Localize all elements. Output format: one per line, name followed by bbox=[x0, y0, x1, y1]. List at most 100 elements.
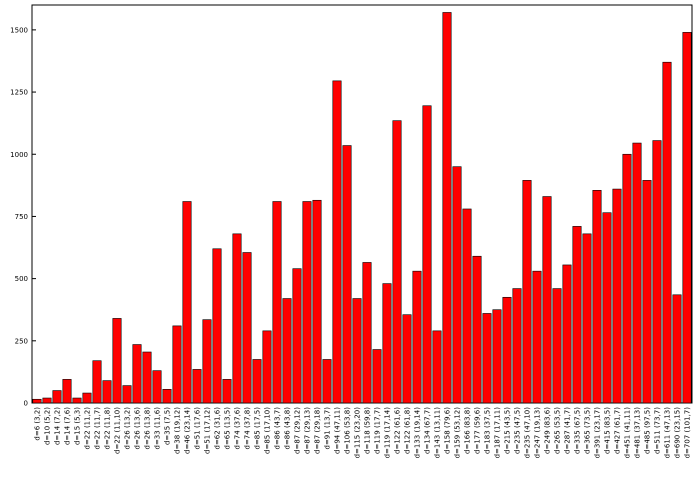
x-tick-label: d=6 (3,2) bbox=[34, 407, 42, 441]
bar bbox=[672, 294, 682, 404]
x-tick-label: d=22 (11,7) bbox=[94, 407, 102, 450]
x-tick-label: d=158 (79,6) bbox=[444, 407, 452, 454]
x-tick-label: d=177 (59,6) bbox=[474, 407, 482, 454]
bar bbox=[202, 319, 212, 404]
y-tick-label: 750 bbox=[15, 213, 28, 221]
bar bbox=[122, 385, 132, 404]
x-tick-label: d=485 (97,5) bbox=[644, 407, 652, 454]
bar bbox=[52, 390, 62, 404]
x-tick-label: d=235 (47,10) bbox=[524, 407, 532, 459]
bar bbox=[652, 140, 662, 404]
bar bbox=[332, 80, 342, 404]
bar bbox=[492, 309, 502, 404]
bar bbox=[102, 380, 112, 404]
y-tick-label: 1250 bbox=[10, 89, 28, 97]
bar bbox=[292, 268, 302, 404]
bar bbox=[362, 262, 372, 404]
bar bbox=[622, 153, 632, 404]
x-tick-label: d=215 (43,5) bbox=[504, 407, 512, 454]
x-tick-label: d=22 (11,2) bbox=[84, 407, 92, 450]
x-tick-label: d=22 (11,10) bbox=[114, 407, 122, 454]
bar bbox=[252, 359, 262, 404]
bar bbox=[392, 120, 402, 404]
x-tick-label: d=62 (31,6) bbox=[214, 407, 222, 450]
x-tick-label: d=235 (47,5) bbox=[514, 407, 522, 454]
bar bbox=[112, 318, 122, 404]
x-tick-label: d=611 (47,13) bbox=[664, 407, 672, 459]
bar bbox=[542, 196, 552, 404]
bar bbox=[442, 12, 452, 404]
bar bbox=[572, 226, 582, 404]
x-tick-label: d=15 (5,3) bbox=[74, 407, 82, 445]
x-tick-label: d=249 (83,6) bbox=[544, 407, 552, 454]
x-tick-label: d=187 (17,11) bbox=[494, 407, 502, 459]
bar bbox=[412, 270, 422, 404]
bar bbox=[352, 298, 362, 404]
bar bbox=[282, 298, 292, 404]
bar bbox=[272, 201, 282, 404]
x-tick-label: d=365 (73,5) bbox=[584, 407, 592, 454]
x-tick-label: d=133 (19,14) bbox=[414, 407, 422, 459]
x-tick-label: d=85 (17,10) bbox=[264, 407, 272, 454]
x-tick-label: d=119 (17,14) bbox=[384, 407, 392, 459]
plot-frame bbox=[31, 4, 693, 404]
bar bbox=[562, 264, 572, 404]
bar bbox=[472, 255, 482, 404]
bar bbox=[242, 252, 252, 404]
bar bbox=[502, 296, 512, 404]
bar bbox=[232, 233, 242, 404]
x-tick-label: d=265 (53,5) bbox=[554, 407, 562, 454]
bar bbox=[72, 397, 82, 404]
bar bbox=[302, 201, 312, 404]
y-tick-label: 0 bbox=[24, 400, 28, 408]
x-tick-label: d=65 (13,5) bbox=[224, 407, 232, 450]
x-tick-label: d=247 (19,13) bbox=[534, 407, 542, 459]
x-tick-label: d=22 (11,8) bbox=[104, 407, 112, 450]
bar bbox=[42, 397, 52, 404]
bar bbox=[262, 330, 272, 404]
bar bbox=[162, 389, 172, 404]
x-tick-label: d=106 (53,8) bbox=[344, 407, 352, 454]
bar bbox=[552, 288, 562, 404]
x-tick-label: d=14 (7,6) bbox=[64, 407, 72, 445]
bar bbox=[322, 359, 332, 404]
bar bbox=[192, 369, 202, 404]
bar bbox=[152, 370, 162, 404]
x-tick-label: d=143 (13,11) bbox=[434, 407, 442, 459]
x-tick-label: d=51 (17,6) bbox=[194, 407, 202, 450]
bar bbox=[92, 360, 102, 404]
bar bbox=[62, 379, 72, 404]
bar bbox=[402, 314, 412, 404]
x-tick-label: d=14 (7,2) bbox=[54, 407, 62, 445]
bar bbox=[612, 188, 622, 404]
x-tick-label: d=166 (83,8) bbox=[464, 407, 472, 454]
bar bbox=[602, 212, 612, 404]
x-tick-label: d=391 (23,17) bbox=[594, 407, 602, 459]
bar bbox=[642, 180, 652, 404]
x-tick-label: d=38 (19,12) bbox=[174, 407, 182, 454]
x-tick-label: d=86 (43,8) bbox=[284, 407, 292, 450]
bar bbox=[82, 392, 92, 404]
bar bbox=[32, 398, 42, 404]
x-tick-label: d=122 (61,6) bbox=[394, 407, 402, 454]
x-tick-label: d=33 (11,6) bbox=[154, 407, 162, 450]
x-tick-label: d=46 (23,14) bbox=[184, 407, 192, 454]
y-tick-label: 500 bbox=[15, 275, 28, 283]
x-tick-label: d=87 (29,12) bbox=[294, 407, 302, 454]
x-tick-label: d=118 (59,8) bbox=[364, 407, 372, 454]
x-tick-label: d=451 (41,11) bbox=[624, 407, 632, 459]
x-tick-label: d=707 (101,7) bbox=[684, 407, 692, 459]
bar bbox=[382, 283, 392, 404]
x-tick-label: d=91 (13,7) bbox=[324, 407, 332, 450]
bar bbox=[222, 379, 232, 404]
bar bbox=[372, 349, 382, 404]
x-tick-label: d=86 (43,7) bbox=[274, 407, 282, 450]
x-tick-label: d=94 (47,11) bbox=[334, 407, 342, 454]
bar bbox=[522, 180, 532, 404]
x-tick-label: d=26 (13,2) bbox=[124, 407, 132, 450]
x-tick-label: d=115 (23,20) bbox=[354, 407, 362, 459]
bar bbox=[632, 142, 642, 404]
bar bbox=[482, 313, 492, 404]
x-tick-label: d=74 (37,6) bbox=[234, 407, 242, 450]
